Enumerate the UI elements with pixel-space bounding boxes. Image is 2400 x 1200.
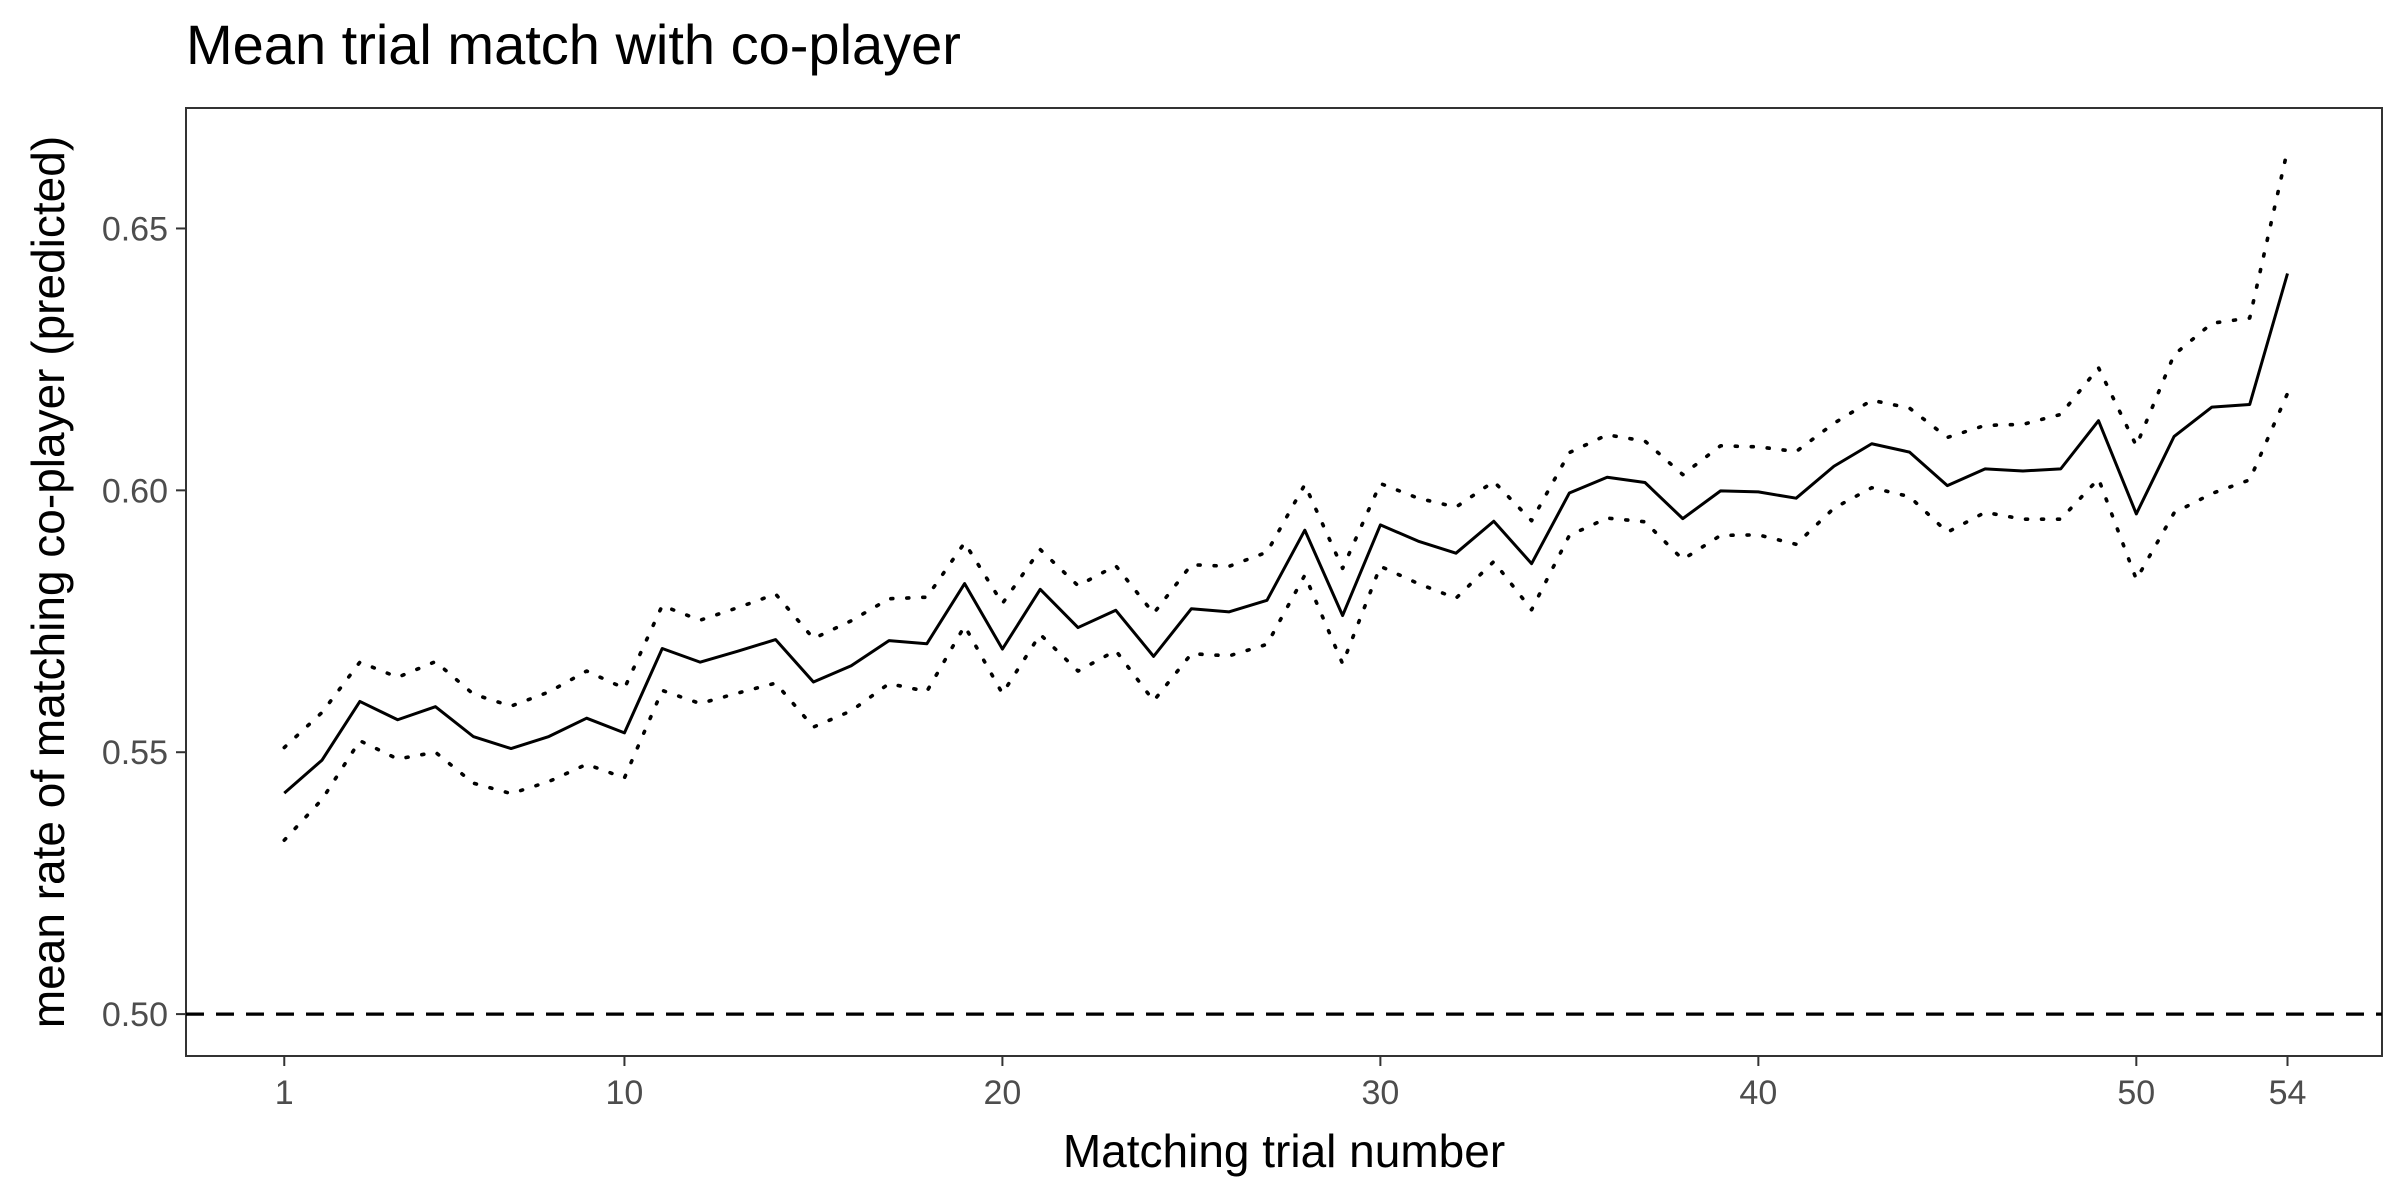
y-tick-label: 0.60 bbox=[102, 472, 168, 510]
x-tick-label: 40 bbox=[1739, 1074, 1777, 1112]
x-tick-label: 1 bbox=[275, 1074, 294, 1112]
series-line-lower bbox=[282, 391, 2290, 843]
x-tick-label: 20 bbox=[983, 1074, 1021, 1112]
y-tick-label: 0.50 bbox=[102, 996, 168, 1034]
x-tick-label: 54 bbox=[2269, 1074, 2307, 1112]
plot-marks bbox=[186, 148, 2382, 1016]
x-axis: 1 10 20 30 40 50 54 bbox=[275, 1056, 2307, 1112]
y-tick-label: 0.55 bbox=[102, 734, 168, 772]
chart-title: Mean trial match with co-player bbox=[186, 13, 961, 76]
y-axis-title: mean rate of matching co-player (predict… bbox=[22, 136, 74, 1028]
y-axis: 0.50 0.55 0.60 0.65 bbox=[102, 210, 186, 1034]
x-tick-label: 10 bbox=[606, 1074, 644, 1112]
y-tick-label: 0.65 bbox=[102, 210, 168, 248]
plot-panel bbox=[185, 107, 2383, 1057]
series-line-estimate bbox=[283, 273, 2289, 795]
x-tick-label: 30 bbox=[1361, 1074, 1399, 1112]
x-tick-label: 50 bbox=[2117, 1074, 2155, 1112]
x-axis-title: Matching trial number bbox=[1063, 1125, 1505, 1177]
